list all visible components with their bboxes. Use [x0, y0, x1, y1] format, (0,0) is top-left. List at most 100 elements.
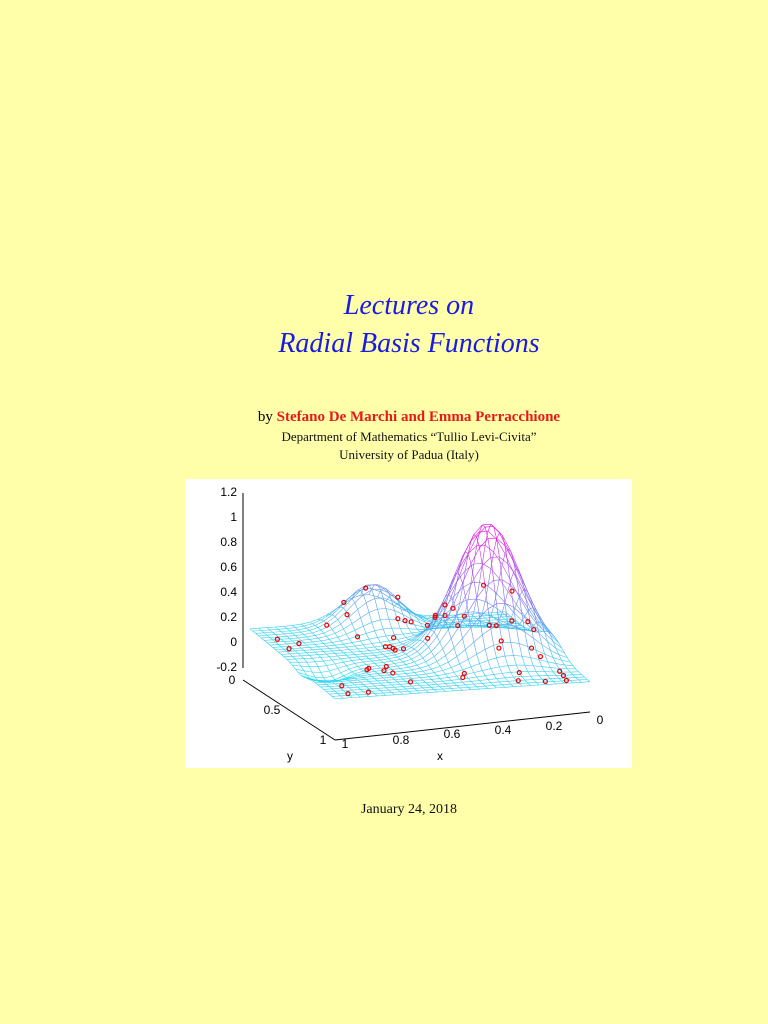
mesh-line — [419, 629, 429, 641]
mesh-line — [445, 647, 455, 656]
mesh-line — [456, 596, 466, 614]
mesh-line — [436, 596, 446, 615]
mesh-line — [411, 647, 415, 650]
mesh-line — [332, 614, 336, 617]
mesh-line — [496, 538, 506, 554]
mesh-line — [405, 637, 409, 640]
mesh-line — [417, 689, 426, 692]
sample-point — [381, 668, 387, 674]
mesh-line — [340, 695, 344, 699]
mesh-line — [340, 616, 350, 625]
mesh-line — [371, 643, 375, 648]
mesh-line — [329, 639, 333, 643]
mesh-line — [295, 650, 304, 652]
mesh-line — [499, 556, 503, 580]
mesh-line — [357, 694, 361, 698]
mesh-line — [306, 627, 310, 631]
mesh-line — [292, 656, 296, 660]
mesh-line — [487, 603, 497, 610]
mesh-line — [467, 678, 472, 682]
mesh-line — [479, 620, 489, 623]
mesh-line — [374, 677, 384, 679]
mesh-line — [348, 589, 358, 599]
x-axis-label: x — [437, 749, 443, 763]
sample-point — [324, 622, 330, 628]
mesh-line — [473, 642, 477, 655]
mesh-line — [363, 653, 367, 657]
mesh-line — [459, 686, 469, 689]
mesh-line — [337, 654, 347, 657]
mesh-line — [555, 648, 565, 654]
mesh-line — [380, 619, 384, 630]
mesh-line — [368, 608, 378, 613]
mesh-line — [521, 579, 526, 593]
mesh-line — [337, 665, 347, 669]
mesh-line — [564, 664, 568, 669]
mesh-line — [394, 654, 398, 658]
mesh-line — [374, 646, 378, 650]
mesh-line — [385, 686, 395, 689]
mesh-line — [315, 620, 324, 626]
mesh-line — [354, 683, 364, 686]
mesh-line — [280, 654, 285, 658]
mesh-line — [501, 616, 506, 620]
mesh-line — [320, 648, 324, 652]
mesh-line — [303, 670, 313, 673]
mesh-line — [502, 683, 511, 686]
mesh-line — [286, 659, 290, 663]
mesh-line — [445, 674, 449, 678]
mesh-line — [363, 660, 372, 663]
mesh-line — [332, 623, 341, 630]
mesh-line — [453, 556, 463, 577]
mesh-line — [292, 647, 302, 649]
mesh-line — [320, 629, 324, 634]
mesh-line — [411, 631, 421, 634]
mesh-line — [283, 640, 293, 642]
mesh-line — [292, 623, 302, 626]
mesh-line — [320, 686, 330, 688]
mesh-line — [499, 578, 509, 592]
mesh-line — [360, 640, 364, 646]
mesh-line — [504, 591, 509, 603]
mesh-line — [493, 684, 503, 686]
mesh-line — [428, 676, 432, 680]
mesh-line — [303, 658, 307, 663]
mesh-line — [343, 628, 347, 635]
mesh-line — [332, 695, 341, 697]
mesh-line — [533, 622, 537, 626]
mesh-line — [320, 619, 324, 622]
mesh-line — [348, 638, 353, 643]
mesh-line — [383, 669, 392, 671]
mesh-line — [365, 686, 370, 690]
mesh-line — [405, 681, 409, 684]
mesh-line — [365, 602, 370, 613]
sample-point — [563, 677, 569, 684]
mesh-line — [297, 629, 302, 633]
mesh-line — [519, 643, 528, 647]
mesh-line — [482, 682, 491, 684]
mesh-line — [314, 635, 319, 639]
mesh-line — [433, 689, 438, 693]
mesh-line — [453, 587, 463, 597]
mesh-line — [550, 649, 559, 655]
mesh-line — [283, 632, 293, 635]
mesh-line — [272, 647, 276, 650]
mesh-line — [490, 615, 500, 621]
mesh-line — [300, 675, 304, 678]
mesh-line — [394, 633, 404, 636]
mesh-line — [351, 660, 356, 664]
mesh-line — [468, 686, 477, 688]
mesh-line — [360, 650, 370, 652]
mesh-line — [550, 667, 554, 673]
mesh-line — [541, 644, 551, 651]
mesh-line — [380, 659, 384, 663]
mesh-line — [354, 594, 364, 603]
mesh-line — [487, 620, 492, 623]
mesh-line — [343, 682, 353, 684]
mesh-line — [388, 674, 392, 678]
mesh-line — [408, 683, 412, 687]
mesh-line — [422, 626, 426, 630]
mesh-line — [467, 553, 472, 564]
mesh-line — [501, 579, 506, 604]
mesh-line — [433, 648, 443, 657]
